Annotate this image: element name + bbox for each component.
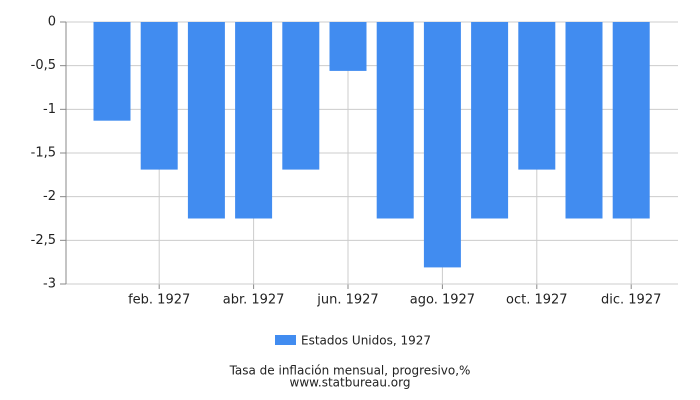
- bar: [282, 22, 320, 170]
- y-tick-label: -2: [43, 189, 56, 204]
- x-tick-label: feb. 1927: [128, 293, 190, 308]
- bar: [329, 22, 367, 71]
- bar: [471, 22, 509, 219]
- y-tick-label: -2,5: [31, 233, 56, 248]
- y-tick-label: -0,5: [31, 58, 56, 73]
- chart-title: Tasa de inflación mensual, progresivo,%: [229, 364, 471, 378]
- bar: [93, 22, 131, 121]
- x-tick-label: ago. 1927: [410, 293, 475, 308]
- y-tick-label: -1,5: [31, 146, 56, 161]
- y-tick-label: -3: [43, 277, 56, 292]
- chart-subtitle: www.statbureau.org: [290, 376, 411, 390]
- bar: [518, 22, 556, 170]
- bar: [187, 22, 225, 219]
- x-tick-label: oct. 1927: [506, 293, 568, 308]
- bar: [235, 22, 273, 219]
- x-tick-label: abr. 1927: [223, 293, 285, 308]
- bar: [423, 22, 461, 268]
- y-tick-label: 0: [48, 15, 56, 30]
- x-tick-label: dic. 1927: [601, 293, 661, 308]
- legend-label: Estados Unidos, 1927: [301, 334, 431, 348]
- bar: [376, 22, 414, 219]
- bar: [140, 22, 178, 170]
- legend-swatch: [275, 335, 296, 345]
- bar: [612, 22, 650, 219]
- bar: [565, 22, 603, 219]
- x-tick-label: jun. 1927: [316, 293, 378, 308]
- y-tick-label: -1: [43, 102, 56, 117]
